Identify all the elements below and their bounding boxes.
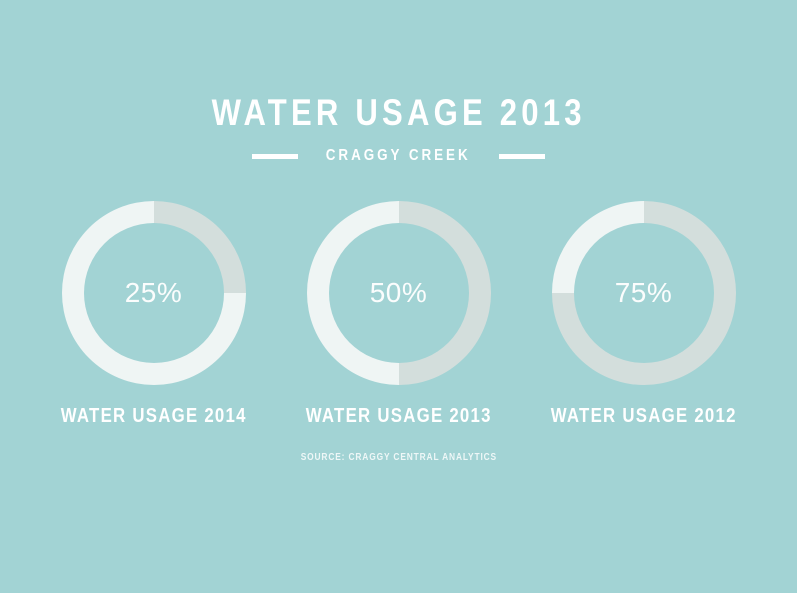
page-title: WATER USAGE 2013 [0,0,797,131]
donut-caption-text: WATER USAGE 2014 [60,405,247,427]
donut-value-label: 50% [369,277,428,308]
page-subtitle: CRAGGY CREEK [0,148,797,164]
donut-caption-text: WATER USAGE 2013 [305,405,492,427]
source-attribution: SOURCE: CRAGGY CENTRAL ANALYTICS [0,453,797,463]
donut-hole [573,223,714,363]
donut-hole [328,223,469,363]
donut-chart-2013: 50% WATER USAGE 2013 [304,201,494,426]
donut-caption: WATER USAGE 2013 [288,406,509,426]
donut-caption: WATER USAGE 2014 [43,406,264,426]
donut-hole [83,223,224,363]
donut-caption: WATER USAGE 2012 [533,406,754,426]
donut-value-label: 75% [614,277,673,308]
donut-ring-2014: 25% [61,201,246,385]
donut-chart-row: 25% WATER USAGE 2014 50% WATER USAGE 201… [0,201,797,426]
donut-caption-text: WATER USAGE 2012 [550,405,737,427]
subtitle-text: CRAGGY CREEK [326,147,471,164]
page-title-text: WATER USAGE 2013 [211,92,586,133]
donut-ring-2012: 75% [551,201,736,385]
subtitle-left-dash [252,153,299,159]
source-attribution-text: SOURCE: CRAGGY CENTRAL ANALYTICS [300,452,497,463]
donut-chart-2014: 25% WATER USAGE 2014 [59,201,249,426]
donut-value-label: 25% [124,277,183,308]
subtitle-right-dash [498,153,545,159]
donut-chart-2012: 75% WATER USAGE 2012 [549,201,739,426]
donut-ring-2013: 50% [306,201,491,385]
